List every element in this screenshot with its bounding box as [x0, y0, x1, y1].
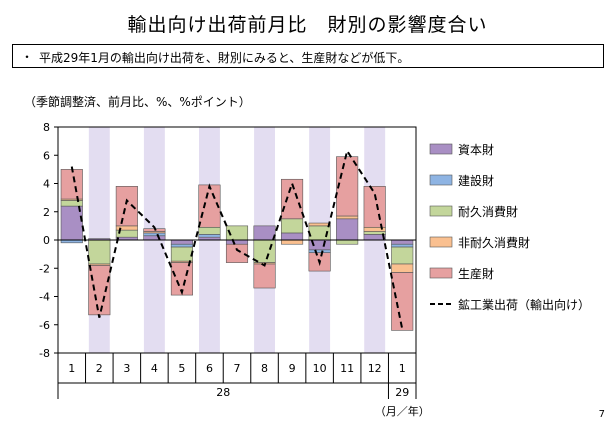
- legend-label-capital: 資本財: [458, 142, 494, 157]
- y-tick-label: 2: [43, 206, 50, 219]
- bar-durable: [391, 246, 414, 265]
- year-label: 28: [216, 386, 230, 399]
- bar-durable: [88, 239, 111, 265]
- year-label: 29: [395, 386, 409, 399]
- bar-production: [88, 265, 111, 316]
- x-tick-label: 8: [261, 362, 268, 375]
- y-tick-label: -4: [39, 291, 50, 304]
- note-text: 平成29年1月の輸出向け出荷を、財別にみると、生産財などが低下。: [39, 51, 410, 65]
- bar-nondurable: [308, 222, 331, 227]
- bar-durable: [253, 239, 276, 263]
- bar-production: [391, 272, 414, 331]
- bar-durable: [170, 246, 193, 262]
- note-bullet: ・: [21, 50, 34, 64]
- page-number: 7: [598, 409, 605, 420]
- x-tick-label: 5: [178, 362, 185, 375]
- bar-production: [225, 243, 249, 263]
- x-unit-label: （月／年）: [375, 404, 430, 418]
- legend-swatch-capital: [429, 143, 453, 155]
- x-tick-label: 3: [123, 362, 130, 375]
- x-tick-label: 9: [289, 362, 296, 375]
- y-tick-label: 0: [43, 234, 50, 247]
- bar-production: [115, 186, 138, 227]
- bar-durable: [281, 218, 304, 234]
- x-tick-label: 7: [234, 362, 241, 375]
- bar-capital: [170, 239, 193, 245]
- legend-swatch-construction: [429, 174, 453, 186]
- bar-construction: [308, 249, 331, 254]
- bar-capital: [225, 239, 249, 245]
- y-tick-label: -2: [39, 262, 50, 275]
- bar-nondurable: [336, 215, 359, 220]
- legend-label-line: 鉱工業出荷（輸出向け）: [458, 297, 590, 312]
- bar-nondurable: [281, 239, 304, 245]
- legend-label-production: 生産財: [458, 266, 494, 281]
- bar-production: [363, 186, 386, 228]
- series-line-total: [70, 148, 404, 330]
- y-tick-label: 4: [43, 178, 50, 191]
- legend-swatch-production: [429, 267, 453, 279]
- bar-capital: [391, 239, 414, 245]
- y-tick-label: -6: [39, 319, 50, 332]
- legend-swatch-durable: [429, 205, 453, 217]
- legend-label-nondurable: 非耐久消費財: [458, 235, 530, 250]
- bar-capital: [253, 225, 276, 241]
- bar-construction: [143, 232, 166, 237]
- bar-durable: [60, 200, 83, 207]
- bar-capital: [143, 235, 166, 241]
- page-title: 輸出向け出荷前月比 財別の影響度合い: [127, 14, 488, 36]
- summary-note: ・ 平成29年1月の輸出向け出荷を、財別にみると、生産財などが低下。: [12, 44, 604, 68]
- bar-production: [60, 169, 83, 200]
- legend-label-construction: 建設財: [458, 173, 494, 188]
- bar-capital: [281, 232, 304, 241]
- y-tick-label: -8: [39, 347, 50, 360]
- y-tick-label: 8: [43, 121, 50, 134]
- x-tick-label: 6: [206, 362, 213, 375]
- x-tick-label: 1: [399, 362, 406, 375]
- bar-capital: [336, 218, 359, 241]
- x-tick-label: 1: [68, 362, 75, 375]
- x-tick-label: 11: [340, 362, 354, 375]
- bar-construction: [198, 234, 221, 238]
- bar-production: [336, 156, 359, 217]
- bar-production: [281, 178, 304, 220]
- bar-durable: [198, 226, 221, 235]
- legend-label-durable: 耐久消費財: [458, 204, 518, 219]
- x-tick-label: 4: [151, 362, 158, 375]
- unit-label: （季節調整済、前月比、%、%ポイント）: [24, 95, 251, 109]
- bar-production: [253, 263, 276, 289]
- bar-construction: [170, 243, 193, 248]
- x-tick-label: 12: [368, 362, 382, 375]
- y-tick-label: 6: [43, 149, 50, 162]
- bar-nondurable: [391, 263, 414, 273]
- x-tick-label: 2: [96, 362, 103, 375]
- bar-construction: [391, 243, 414, 248]
- x-tick-label: 10: [313, 362, 327, 375]
- bar-durable: [336, 239, 359, 245]
- legend-swatch-nondurable: [429, 236, 453, 248]
